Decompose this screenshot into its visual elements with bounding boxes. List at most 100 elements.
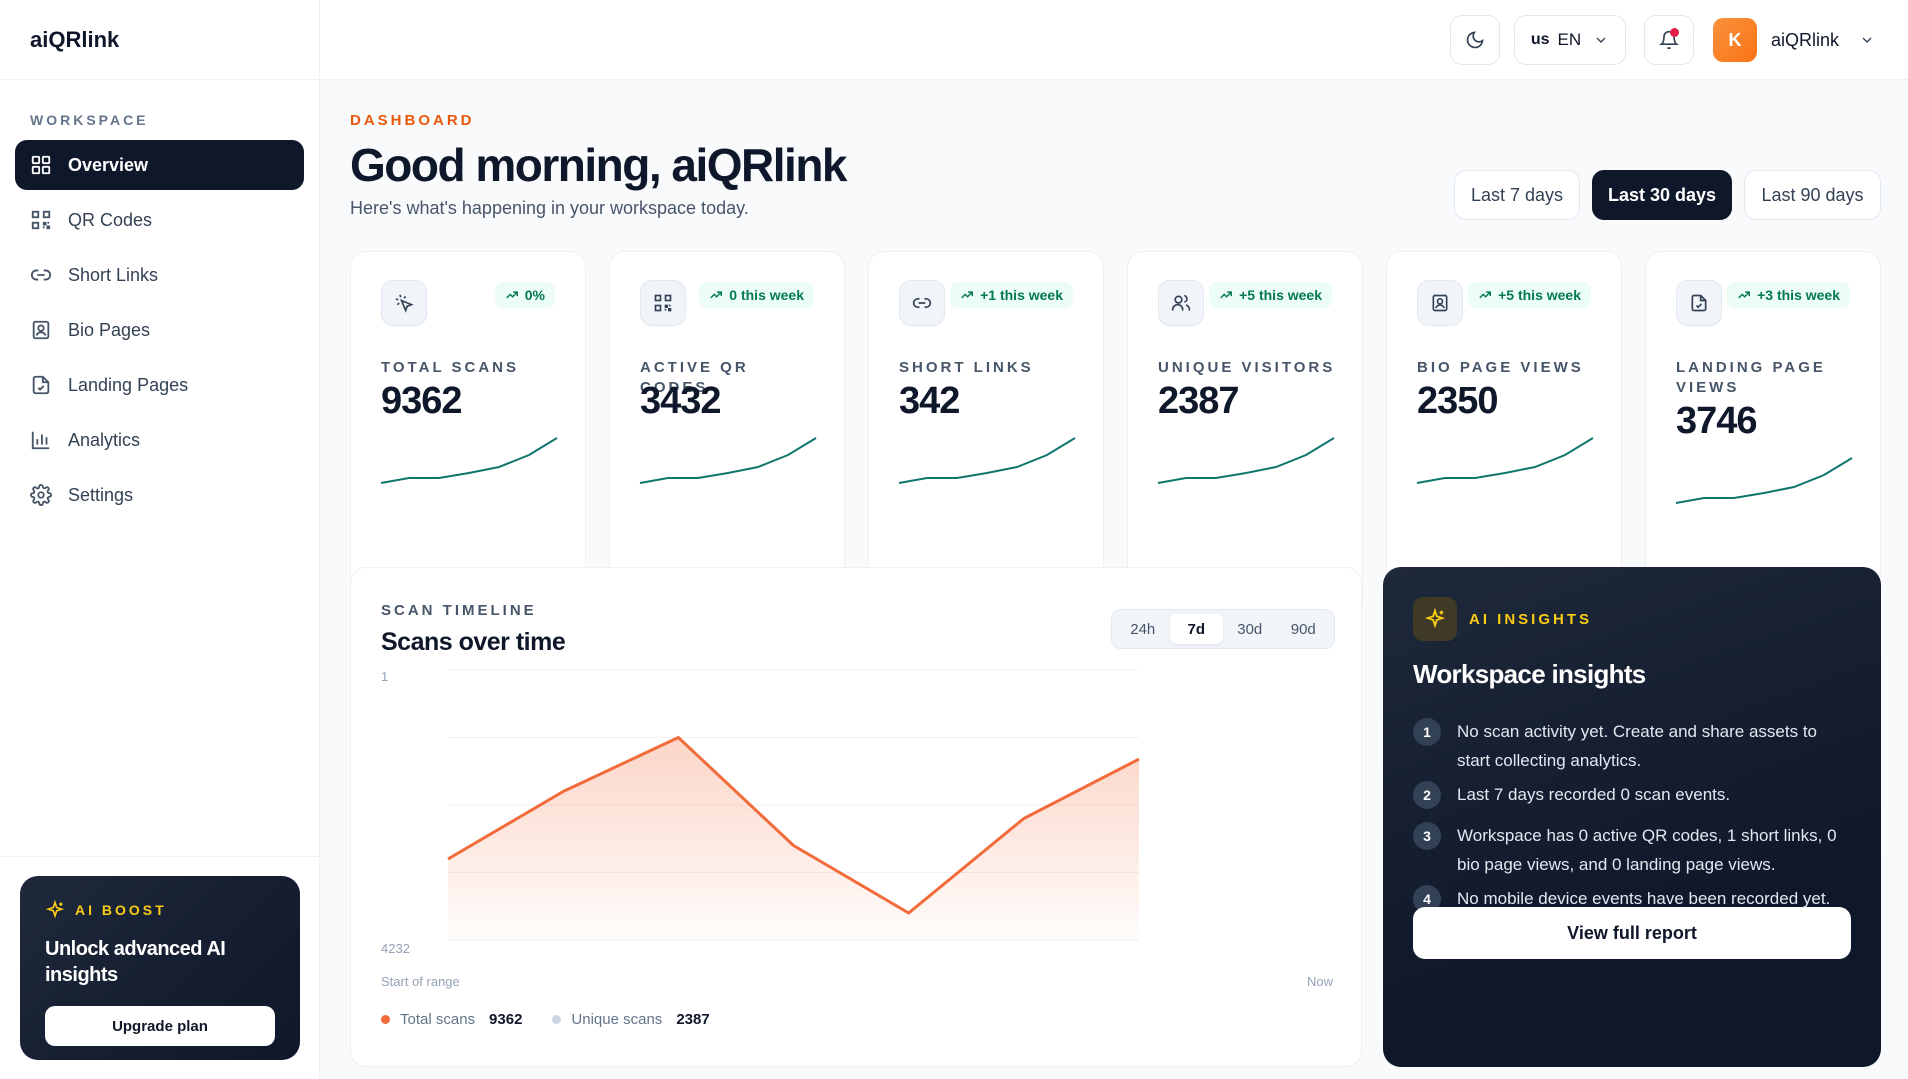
sparkle-icon (1424, 608, 1446, 629)
document-icon (1691, 294, 1707, 312)
trending-up-icon (506, 291, 518, 299)
stat-value: 9362 (381, 380, 463, 422)
trending-up-icon (1479, 291, 1492, 299)
ai-boost-card: AI BOOST Unlock advanced AI insights Upg… (20, 876, 300, 1060)
trending-up-icon (961, 291, 974, 299)
timeline-period-selector: 24h 7d 30d 90d (1111, 609, 1335, 649)
range-last-30-days-button[interactable]: Last 30 days (1592, 170, 1732, 220)
ai-insights-tag: AI INSIGHTS (1469, 611, 1593, 628)
stat-value: 3746 (1676, 400, 1758, 442)
sidebar-divider (0, 856, 320, 857)
segment-30d[interactable]: 30d (1237, 620, 1263, 638)
sidebar-item-bio-pages[interactable]: Bio Pages (15, 305, 304, 355)
segment-90d[interactable]: 90d (1290, 620, 1316, 638)
view-full-report-button[interactable]: View full report (1413, 907, 1851, 959)
sidebar-item-label: Landing Pages (68, 374, 189, 395)
trend-badge: +5 this week (1209, 282, 1332, 308)
legend-label-total: Total scans (400, 1011, 476, 1028)
sidebar-nav: Overview QR Codes Short Links Bio Pages … (0, 140, 319, 520)
ai-insights-card: AI INSIGHTS Workspace insights 1 No scan… (1383, 567, 1881, 1067)
language-select[interactable]: us EN (1514, 15, 1626, 65)
link-icon (912, 298, 932, 308)
stat-value: 2387 (1158, 380, 1240, 422)
upgrade-plan-button[interactable]: Upgrade plan (45, 1006, 275, 1046)
sparkline (380, 437, 558, 484)
stat-card-active-qr-codes[interactable]: 0 this week ACTIVE QR CODES 3432 (609, 251, 845, 616)
link-icon (30, 269, 52, 281)
sidebar-item-label: Bio Pages (68, 319, 151, 340)
sidebar-item-short-links[interactable]: Short Links (15, 250, 304, 300)
sidebar-item-overview[interactable]: Overview (15, 140, 304, 190)
stat-label: LANDING PAGE VIEWS (1676, 359, 1826, 396)
chevron-down-icon (1862, 37, 1872, 43)
chart-legend: Total scans 9362 Unique scans 2387 (381, 1011, 740, 1028)
brand-logo[interactable]: aiQRlink (0, 0, 319, 80)
users-icon (1171, 294, 1191, 311)
x-axis-end-label: Now (1307, 974, 1334, 989)
stat-value: 3432 (640, 380, 722, 422)
stat-icon-box (899, 280, 945, 326)
ai-insights-title: Workspace insights (1413, 659, 1646, 689)
x-axis-start-label: Start of range (381, 974, 460, 989)
legend-dot-total (381, 1015, 390, 1024)
stat-label: SHORT LINKS (899, 359, 1034, 376)
topbar: us EN K aiQRlink (320, 0, 1908, 80)
timeline-title: Scans over time (381, 628, 566, 656)
user-name: aiQRlink (1771, 29, 1840, 50)
stat-label: TOTAL SCANS (381, 359, 520, 376)
stat-card-unique-visitors[interactable]: +5 this week UNIQUE VISITORS 2387 (1127, 251, 1363, 616)
insight-item: 1 No scan activity yet. Create and share… (1413, 718, 1853, 775)
grid-icon (31, 155, 51, 175)
stat-icon-box (381, 280, 427, 326)
cursor-click-icon (395, 294, 414, 313)
stat-icon-box (1417, 280, 1463, 326)
sidebar-item-label: Analytics (68, 429, 141, 450)
y-axis-top-label: 1 (381, 669, 388, 684)
range-last-90-days-button[interactable]: Last 90 days (1744, 170, 1881, 220)
sparkline (898, 437, 1076, 484)
trend-badge-text: +3 this week (1757, 287, 1840, 303)
notifications-button[interactable] (1644, 15, 1694, 65)
bar-chart-icon (31, 431, 50, 450)
insight-text: Last 7 days recorded 0 scan events. (1457, 785, 1731, 804)
sidebar-item-settings[interactable]: Settings (15, 470, 304, 520)
user-badge-icon (32, 320, 50, 340)
qr-code-icon (654, 294, 672, 312)
segment-7d[interactable]: 7d (1169, 614, 1223, 644)
stat-card-short-links[interactable]: +1 this week SHORT LINKS 342 (868, 251, 1104, 616)
sidebar-item-qr-codes[interactable]: QR Codes (15, 195, 304, 245)
insight-item: 2 Last 7 days recorded 0 scan events. (1413, 781, 1853, 809)
user-menu[interactable]: K aiQRlink (1713, 16, 1875, 64)
segment-24h[interactable]: 24h (1130, 620, 1156, 638)
ai-insights-icon-box (1413, 597, 1457, 641)
legend-dot-unique (552, 1015, 562, 1024)
sidebar-item-label: Short Links (68, 264, 159, 285)
sparkline (1416, 437, 1594, 484)
stat-card-total-scans[interactable]: 0% TOTAL SCANS 9362 (350, 251, 586, 616)
sidebar-item-landing-pages[interactable]: Landing Pages (15, 360, 304, 410)
sparkle-icon (45, 900, 65, 919)
trend-badge: 0 this week (699, 282, 814, 308)
trending-up-icon (1220, 291, 1233, 299)
sidebar-item-analytics[interactable]: Analytics (15, 415, 304, 465)
trend-badge: 0% (494, 282, 555, 308)
chevron-down-icon (1596, 37, 1606, 43)
insight-number: 2 (1413, 781, 1441, 809)
stat-card-landing-page-views[interactable]: +3 this week LANDING PAGE VIEWS 3746 (1645, 251, 1881, 616)
total-scans-area (448, 737, 1139, 940)
scans-area-chart: 1 4232 Start of range Now (381, 669, 1334, 989)
trending-up-icon (710, 291, 723, 299)
y-axis-bottom-label: 4232 (381, 941, 410, 956)
range-last-7-days-button[interactable]: Last 7 days (1454, 170, 1580, 220)
stat-card-bio-page-views[interactable]: +5 this week BIO PAGE VIEWS 2350 (1386, 251, 1622, 616)
trend-badge-text: 0 this week (729, 287, 804, 303)
theme-toggle-button[interactable] (1450, 15, 1500, 65)
trend-badge: +1 this week (950, 282, 1073, 308)
sidebar-item-label: Settings (68, 484, 134, 505)
trend-badge: +3 this week (1727, 282, 1850, 308)
qr-code-icon (31, 210, 51, 230)
trend-badge: +5 this week (1468, 282, 1591, 308)
stat-value: 342 (899, 380, 960, 422)
page-title: Good morning, aiQRlink (350, 139, 848, 191)
legend-label-unique: Unique scans (571, 1011, 663, 1028)
